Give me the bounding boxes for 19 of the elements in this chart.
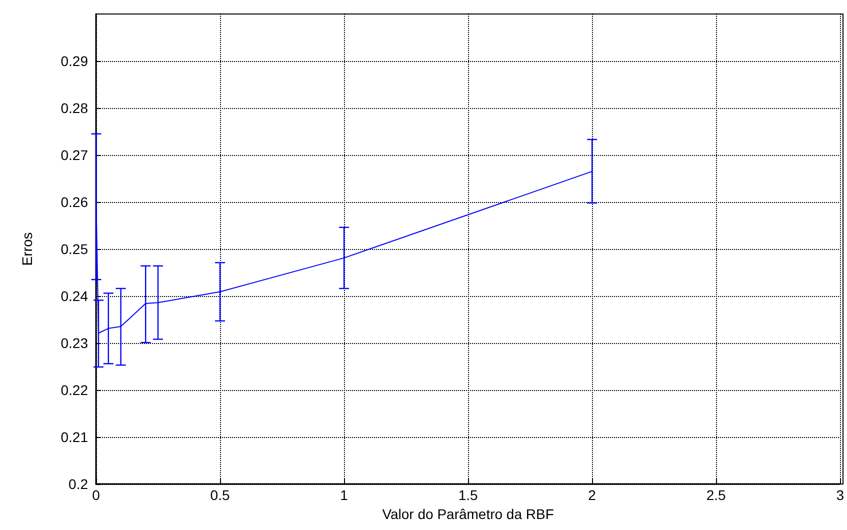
x-tick-label: 3: [836, 487, 844, 503]
y-axis-title: Erros: [19, 232, 35, 266]
y-tick-label: 0.21: [60, 429, 88, 445]
y-tick-label: 0.23: [60, 335, 88, 351]
x-tick-label: 0.5: [210, 487, 230, 503]
y-tick-label: 0.2: [68, 476, 88, 492]
x-tick-label: 2.5: [706, 487, 726, 503]
x-axis-title: Valor do Parâmetro da RBF: [382, 506, 554, 522]
x-tick-label: 2: [588, 487, 596, 503]
y-tick-label: 0.29: [60, 53, 88, 69]
y-tick-label: 0.28: [60, 100, 88, 116]
x-tick-label: 0: [92, 487, 100, 503]
x-tick-label: 1.5: [458, 487, 478, 503]
y-tick-label: 0.22: [60, 382, 88, 398]
y-tick-label: 0.26: [60, 194, 88, 210]
y-tick-label: 0.24: [60, 288, 88, 304]
y-tick-label: 0.25: [60, 241, 88, 257]
y-tick-label: 0.27: [60, 147, 88, 163]
x-tick-label: 1: [340, 487, 348, 503]
